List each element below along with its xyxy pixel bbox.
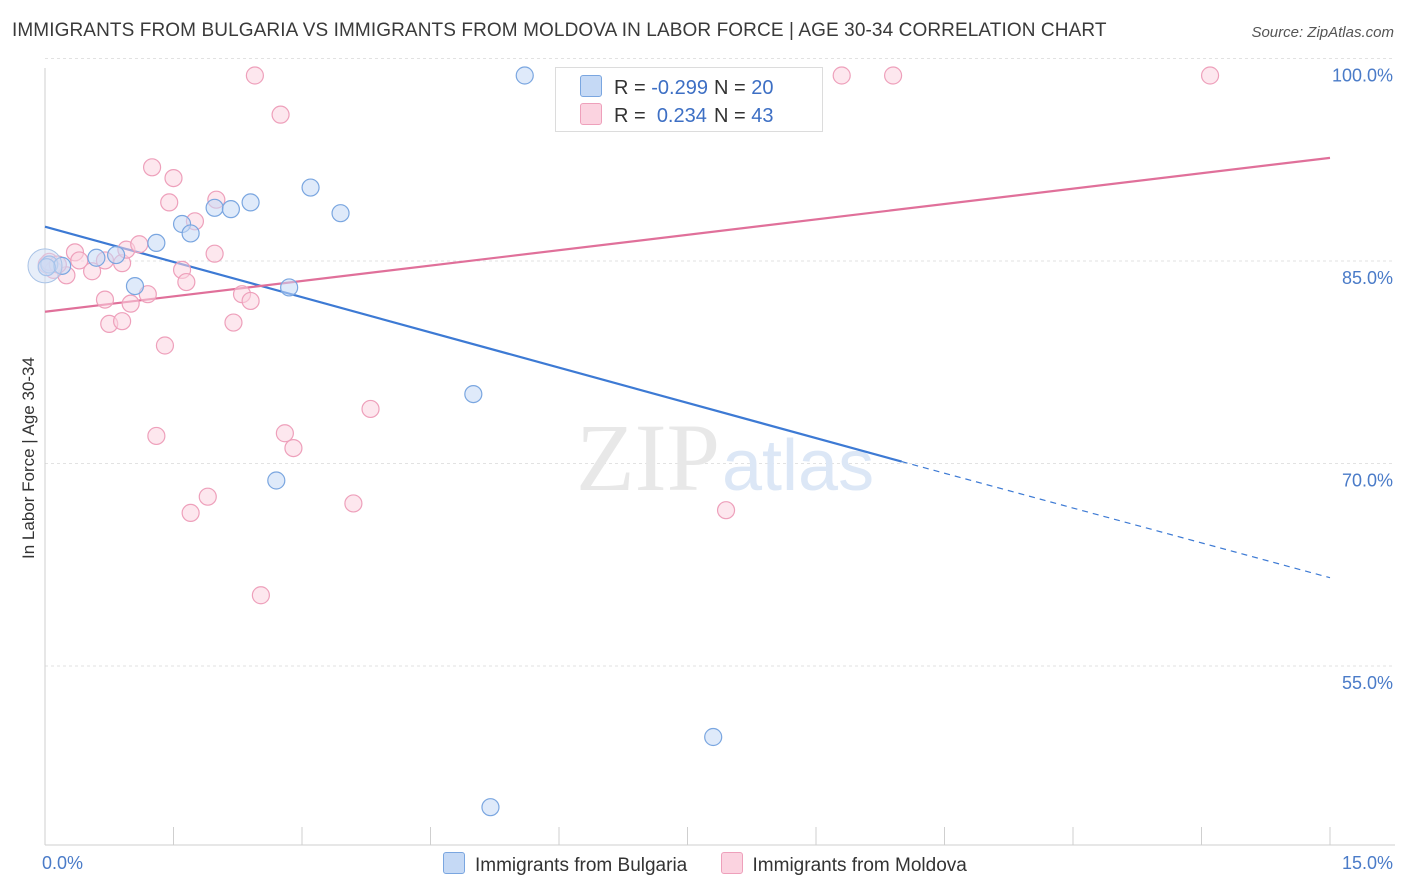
axes: [44, 68, 1395, 846]
legend-swatch-bulgaria: [580, 75, 602, 97]
point-bulgaria-15: [464, 385, 483, 404]
legend-label-moldova: Immigrants from Moldova: [752, 855, 967, 876]
point-moldova-36: [361, 399, 380, 419]
legend-label-bulgaria: Immigrants from Bulgaria: [475, 855, 688, 876]
point-bulgaria-17: [704, 727, 723, 747]
point-bulgaria-18: [481, 798, 500, 817]
point-moldova-38: [832, 66, 851, 85]
legend-swatch-bulgaria: [443, 852, 465, 874]
point-cluster: [27, 248, 63, 284]
point-moldova-31: [251, 586, 270, 605]
point-moldova-18: [147, 426, 166, 446]
legend-r-value-bulgaria: -0.299: [651, 77, 708, 99]
point-moldova-34: [284, 439, 303, 458]
point-moldova-16: [160, 193, 179, 212]
point-bulgaria-2: [87, 248, 106, 267]
point-moldova-7: [95, 290, 115, 309]
stats-legend: R = -0.299 N = 20 R = 0.234 N = 43: [555, 67, 823, 132]
trend-lines: [44, 156, 1331, 579]
watermark-zip: ZIP: [576, 404, 720, 511]
legend-r-label: R =: [614, 105, 646, 127]
x-tick-labels: 0.0% 15.0%: [42, 853, 1393, 873]
point-moldova-29: [241, 291, 260, 311]
point-bulgaria-11: [280, 278, 299, 297]
y-tick-labels: 55.0% 70.0% 85.0% 100.0%: [1332, 66, 1393, 694]
point-bulgaria-12: [301, 178, 320, 197]
legend-n-value-moldova: 43: [751, 105, 774, 127]
series-legend: Immigrants from Bulgaria Immigrants from…: [443, 852, 995, 877]
point-moldova-10: [112, 312, 132, 331]
legend-row-moldova: R = 0.234 N = 43: [580, 103, 774, 128]
point-moldova-21: [177, 272, 196, 292]
point-moldova-19: [164, 169, 183, 188]
point-bulgaria-3: [107, 245, 126, 265]
data-points: [27, 66, 1220, 817]
x-tick-label-0: 0.0%: [42, 853, 83, 873]
point-moldova-33: [275, 424, 294, 443]
point-bulgaria-10: [241, 193, 260, 212]
x-tick-label-1: 15.0%: [1342, 853, 1393, 873]
point-moldova-37: [716, 501, 736, 520]
point-moldova-12: [121, 294, 140, 313]
y-tick-label-2: 85.0%: [1342, 268, 1393, 288]
point-bulgaria-5: [147, 233, 166, 252]
legend-swatch-moldova: [580, 103, 602, 125]
point-moldova-32: [271, 105, 290, 124]
point-moldova-15: [142, 158, 162, 177]
point-moldova-27: [224, 313, 243, 332]
y-tick-label-1: 70.0%: [1342, 471, 1393, 491]
point-moldova-40: [1200, 66, 1220, 85]
point-moldova-25: [205, 244, 224, 263]
watermark-atlas: atlas: [722, 426, 874, 506]
y-tick-label-0: 55.0%: [1342, 673, 1393, 693]
legend-n-label: N =: [714, 105, 746, 127]
point-bulgaria-16: [515, 66, 534, 85]
point-moldova-24: [198, 487, 217, 506]
point-bulgaria-8: [205, 198, 224, 217]
point-moldova-30: [245, 66, 264, 85]
legend-swatch-moldova: [720, 852, 743, 874]
y-tick-label-3: 100.0%: [1332, 66, 1393, 86]
point-moldova-23: [181, 503, 200, 523]
source-label: Source: ZipAtlas.com: [1251, 24, 1394, 41]
point-bulgaria-14: [267, 471, 286, 490]
legend-r-label: R =: [614, 77, 646, 99]
point-moldova-17: [155, 336, 175, 355]
chart-title: IMMIGRANTS FROM BULGARIA VS IMMIGRANTS F…: [12, 20, 1107, 41]
point-moldova-35: [344, 494, 363, 513]
point-bulgaria-13: [331, 204, 350, 223]
point-moldova-39: [883, 66, 903, 85]
legend-row-bulgaria: R = -0.299 N = 20: [580, 75, 774, 100]
legend-item-moldova: Immigrants from Moldova: [720, 852, 967, 877]
point-bulgaria-9: [221, 200, 240, 219]
legend-item-bulgaria: Immigrants from Bulgaria: [443, 852, 687, 877]
legend-n-value-bulgaria: 20: [751, 77, 774, 99]
point-bulgaria-7: [181, 224, 200, 243]
legend-r-value-moldova: 0.234: [656, 105, 707, 127]
y-axis-label: In Labor Force | Age 30-34: [19, 357, 38, 559]
legend-n-label: N =: [714, 77, 746, 99]
trend-line-1: [44, 156, 1331, 313]
point-bulgaria-4: [125, 277, 145, 296]
point-moldova-13: [130, 235, 149, 254]
trend-extension-0: [901, 461, 1331, 579]
point-moldova-14: [138, 285, 157, 304]
grid-lines: [45, 58, 1395, 667]
